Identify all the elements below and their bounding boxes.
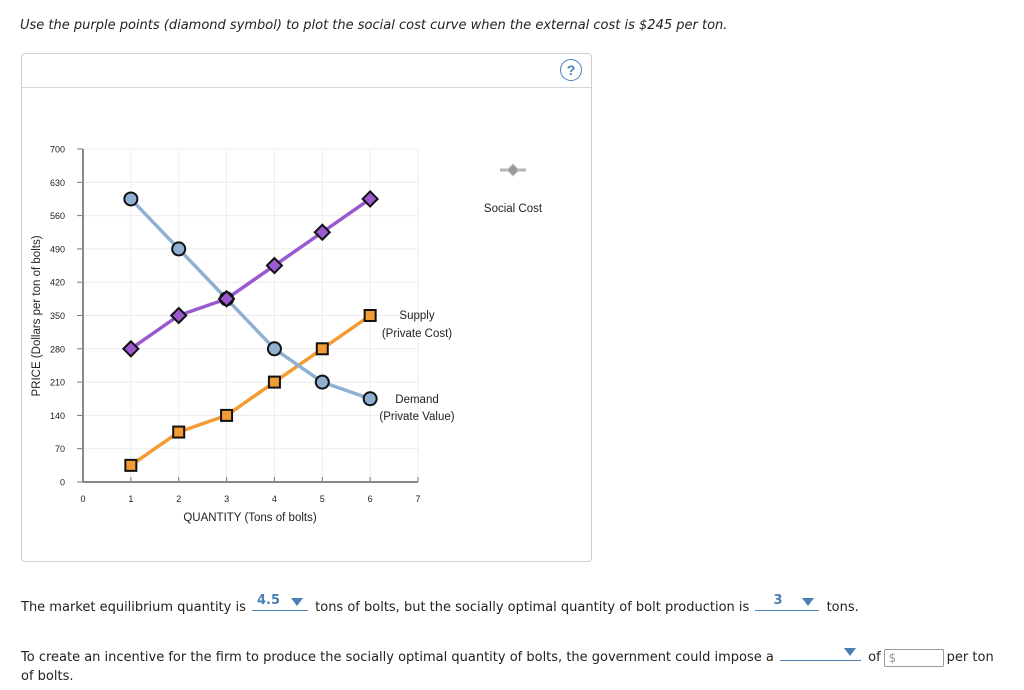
social-cost-point[interactable] bbox=[217, 289, 236, 308]
social-cost-line bbox=[129, 197, 372, 351]
supply-point[interactable] bbox=[315, 342, 329, 356]
series-labels: Supply (Private Cost) Demand (Private Va… bbox=[379, 310, 454, 423]
y-tick-label: 210 bbox=[50, 378, 65, 388]
supply-line bbox=[129, 314, 372, 467]
y-tick-label: 140 bbox=[50, 411, 65, 421]
y-tick-label: 420 bbox=[50, 278, 65, 288]
demand-point[interactable] bbox=[362, 391, 378, 407]
y-tick-label: 350 bbox=[50, 311, 65, 321]
q3-text-after: per ton bbox=[946, 650, 994, 665]
y-tick-label: 560 bbox=[50, 211, 65, 221]
social-cost-point[interactable] bbox=[361, 190, 380, 208]
y-tick-label: 700 bbox=[50, 145, 65, 155]
graph-panel: ? bbox=[21, 53, 592, 562]
question-prompt: Use the purple points (diamond symbol) t… bbox=[20, 18, 728, 33]
x-tick-label: 4 bbox=[272, 494, 277, 504]
question-1: The market equilibrium quantity is 4.5 t… bbox=[21, 593, 859, 615]
demand-point[interactable] bbox=[123, 191, 139, 207]
supply-point[interactable] bbox=[220, 408, 234, 422]
y-tick-label: 490 bbox=[50, 244, 65, 254]
chart[interactable]: 0 70 140 210 280 350 420 490 560 630 700 0 1 2 3 4 5 6 7 Q… bbox=[0, 0, 1024, 570]
chevron-down-icon bbox=[802, 598, 815, 606]
demand-point[interactable] bbox=[314, 374, 330, 390]
social-cost-point[interactable] bbox=[121, 339, 140, 358]
social-cost-tool-diamond-icon bbox=[506, 163, 520, 177]
supply-point[interactable] bbox=[267, 375, 281, 389]
x-tick-label: 5 bbox=[320, 494, 325, 504]
supply-point[interactable] bbox=[363, 309, 377, 322]
social-cost-point[interactable] bbox=[313, 223, 332, 242]
q2-text-after: tons. bbox=[826, 600, 859, 615]
demand-label-line2: (Private Value) bbox=[379, 411, 454, 423]
x-tick-label: 0 bbox=[80, 494, 85, 504]
q1-text-before: The market equilibrium quantity is bbox=[21, 600, 246, 615]
equilibrium-quantity-dropdown[interactable]: 4.5 bbox=[252, 593, 308, 611]
series-layer bbox=[121, 190, 380, 472]
amount-input[interactable]: $ bbox=[883, 648, 944, 667]
policy-type-dropdown[interactable] bbox=[780, 644, 861, 661]
x-tick-label: 3 bbox=[224, 494, 229, 504]
supply-label-line1: Supply bbox=[399, 310, 434, 322]
social-cost-tool-label: Social Cost bbox=[484, 203, 543, 215]
x-axis-label: QUANTITY (Tons of bolts) bbox=[183, 512, 317, 524]
demand-line bbox=[129, 197, 371, 401]
supply-point[interactable] bbox=[124, 458, 138, 472]
demand-point[interactable] bbox=[266, 341, 282, 357]
question-3: To create an incentive for the firm to p… bbox=[21, 644, 994, 667]
q3-line2: of bolts. bbox=[21, 669, 74, 684]
dollar-sign: $ bbox=[888, 650, 897, 665]
q3-text-before: To create an incentive for the firm to p… bbox=[21, 650, 774, 665]
equilibrium-quantity-value: 4.5 bbox=[257, 593, 281, 608]
y-tick-label: 630 bbox=[50, 178, 65, 188]
social-cost-point[interactable] bbox=[169, 306, 188, 325]
x-tick-label: 2 bbox=[176, 494, 181, 504]
q1-text-middle: tons of bolts, but the socially optimal … bbox=[315, 600, 750, 615]
social-cost-tool[interactable]: Social Cost bbox=[484, 163, 543, 215]
panel-header: ? bbox=[22, 54, 591, 88]
supply-point[interactable] bbox=[172, 425, 186, 439]
chevron-down-icon bbox=[844, 648, 856, 656]
optimal-quantity-dropdown[interactable]: 3 bbox=[755, 593, 820, 611]
x-tick-label: 1 bbox=[128, 494, 133, 504]
q3-of-text: of bbox=[868, 650, 881, 665]
x-tick-label: 7 bbox=[415, 494, 420, 504]
optimal-quantity-value: 3 bbox=[773, 593, 783, 608]
demand-label-line1: Demand bbox=[395, 394, 438, 406]
axes: 0 70 140 210 280 350 420 490 560 630 700 0 1 2 3 4 5 6 7 bbox=[50, 145, 421, 505]
y-axis-label: PRICE (Dollars per ton of bolts) bbox=[31, 235, 43, 396]
grid bbox=[83, 148, 419, 482]
x-tick-label: 6 bbox=[368, 494, 373, 504]
y-tick-label: 0 bbox=[60, 478, 65, 488]
social-cost-point[interactable] bbox=[265, 256, 284, 275]
y-tick-label: 280 bbox=[50, 344, 65, 354]
supply-label-line2: (Private Cost) bbox=[382, 328, 452, 340]
demand-point[interactable] bbox=[171, 241, 187, 257]
help-icon[interactable]: ? bbox=[560, 59, 582, 81]
y-tick-label: 70 bbox=[55, 444, 65, 454]
chevron-down-icon bbox=[291, 598, 303, 606]
